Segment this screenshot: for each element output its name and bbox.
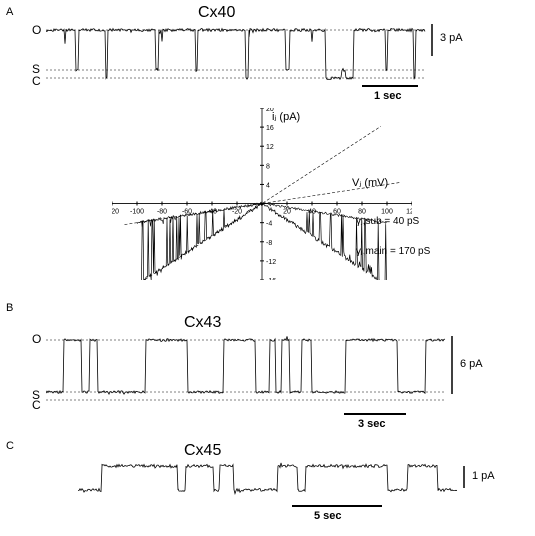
svg-text:-100: -100: [130, 209, 144, 216]
state-c-a: C: [32, 74, 41, 88]
svg-text:-8: -8: [266, 240, 272, 247]
svg-text:4: 4: [266, 182, 270, 189]
anno-sub: γⱼ,sub = 40 pS: [356, 216, 419, 227]
amp-label-c: 1 pA: [472, 470, 495, 482]
state-o-b: O: [32, 332, 41, 346]
panel-c-title: Cx45: [184, 442, 221, 460]
time-label-a: 1 sec: [374, 90, 402, 102]
panel-b-title: Cx43: [184, 314, 221, 332]
svg-text:-4: -4: [266, 221, 272, 228]
time-label-c: 5 sec: [314, 510, 342, 522]
svg-text:-16: -16: [266, 278, 276, 280]
state-o-a: O: [32, 23, 41, 37]
svg-text:-120: -120: [112, 209, 119, 216]
iv-xlabel: Vⱼ (mV): [352, 176, 388, 189]
svg-text:12: 12: [266, 144, 274, 151]
iv-ylabel: iⱼ (pA): [272, 110, 300, 123]
trace-b: [46, 334, 446, 406]
amp-label-b: 6 pA: [460, 358, 483, 370]
svg-text:-20: -20: [232, 209, 242, 216]
amp-label-a: 3 pA: [440, 32, 463, 44]
time-label-b: 3 sec: [358, 418, 386, 430]
svg-text:16: 16: [266, 125, 274, 132]
panel-c-label: C: [6, 440, 14, 452]
anno-main: γⱼ,main = 170 pS: [356, 246, 430, 257]
svg-text:8: 8: [266, 163, 270, 170]
svg-text:120: 120: [406, 209, 412, 216]
svg-text:-80: -80: [157, 209, 167, 216]
panel-b-label: B: [6, 302, 13, 314]
panel-a-label: A: [6, 6, 13, 18]
trace-c: [78, 460, 458, 502]
svg-text:100: 100: [381, 209, 393, 216]
svg-text:80: 80: [358, 209, 366, 216]
svg-text:-12: -12: [266, 259, 276, 266]
svg-text:20: 20: [283, 209, 291, 216]
trace-a: [46, 22, 426, 86]
panel-a-title: Cx40: [198, 4, 235, 22]
state-c-b: C: [32, 398, 41, 412]
